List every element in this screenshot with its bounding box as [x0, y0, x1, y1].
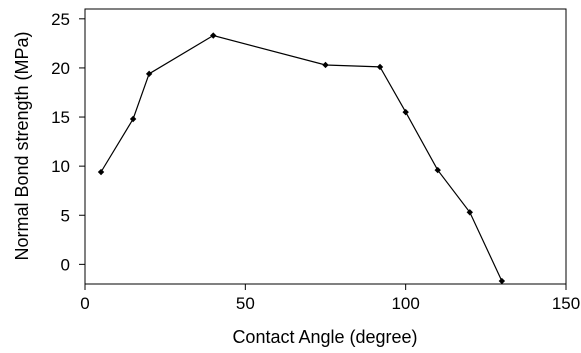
y-tick-label: 5 — [61, 206, 70, 225]
plot-frame — [84, 8, 567, 285]
y-axis: 0 5 10 15 20 25 — [51, 10, 85, 274]
x-tick-label: 100 — [391, 294, 419, 313]
y-tick-label: 20 — [51, 59, 70, 78]
x-axis-title: Contact Angle (degree) — [232, 327, 417, 347]
y-tick-label: 10 — [51, 157, 70, 176]
x-axis: 0 50 100 150 — [80, 284, 580, 313]
data-point-marker — [498, 277, 506, 285]
data-point-marker — [376, 63, 384, 71]
data-point-marker — [434, 166, 441, 174]
x-tick-label: 150 — [552, 294, 580, 313]
data-point-marker — [97, 168, 105, 176]
data-point-marker — [466, 209, 473, 216]
data-point-marker — [145, 70, 153, 78]
y-tick-label: 25 — [51, 10, 70, 29]
x-tick-label: 0 — [80, 294, 89, 313]
y-tick-label: 15 — [51, 108, 70, 127]
data-point-marker — [402, 108, 409, 116]
series-line — [100, 34, 503, 282]
series-layer — [97, 32, 506, 285]
y-tick-label: 0 — [61, 255, 70, 274]
data-point-marker — [322, 61, 329, 69]
y-axis-title: Normal Bond strength (MPa) — [12, 31, 32, 260]
data-point-marker — [129, 115, 137, 123]
x-tick-label: 50 — [236, 294, 255, 313]
data-point-marker — [210, 32, 217, 39]
